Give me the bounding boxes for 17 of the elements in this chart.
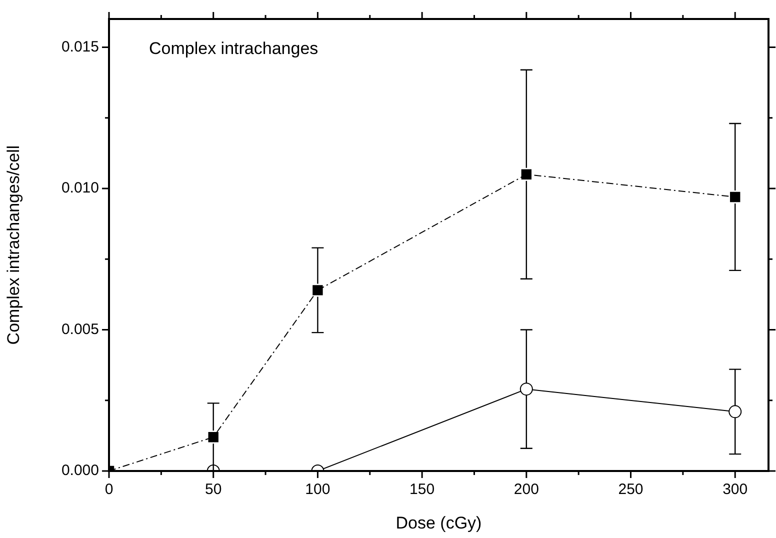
annotation: Complex intrachanges: [149, 39, 318, 58]
x-tick-label: 300: [722, 481, 748, 498]
y-tick-label: 0.015: [61, 38, 99, 56]
y-tick-label: 0.005: [61, 320, 99, 338]
y-axis-title: Complex intrachanges/cell: [4, 145, 23, 345]
y-tick-label: 0.010: [61, 180, 99, 197]
point: [521, 169, 532, 180]
x-tick-label: 200: [514, 481, 539, 498]
x-tick-label: 50: [205, 481, 222, 498]
x-tick-label: 0: [104, 481, 114, 498]
x-tick-label: 250: [618, 481, 644, 498]
x-tick-label: 100: [305, 481, 330, 498]
x-tick-label: 150: [410, 481, 435, 498]
y-tick-label: 0.000: [61, 462, 99, 480]
x-axis-title: Dose (cGy): [396, 513, 482, 532]
point: [312, 285, 323, 296]
point: [730, 192, 740, 202]
